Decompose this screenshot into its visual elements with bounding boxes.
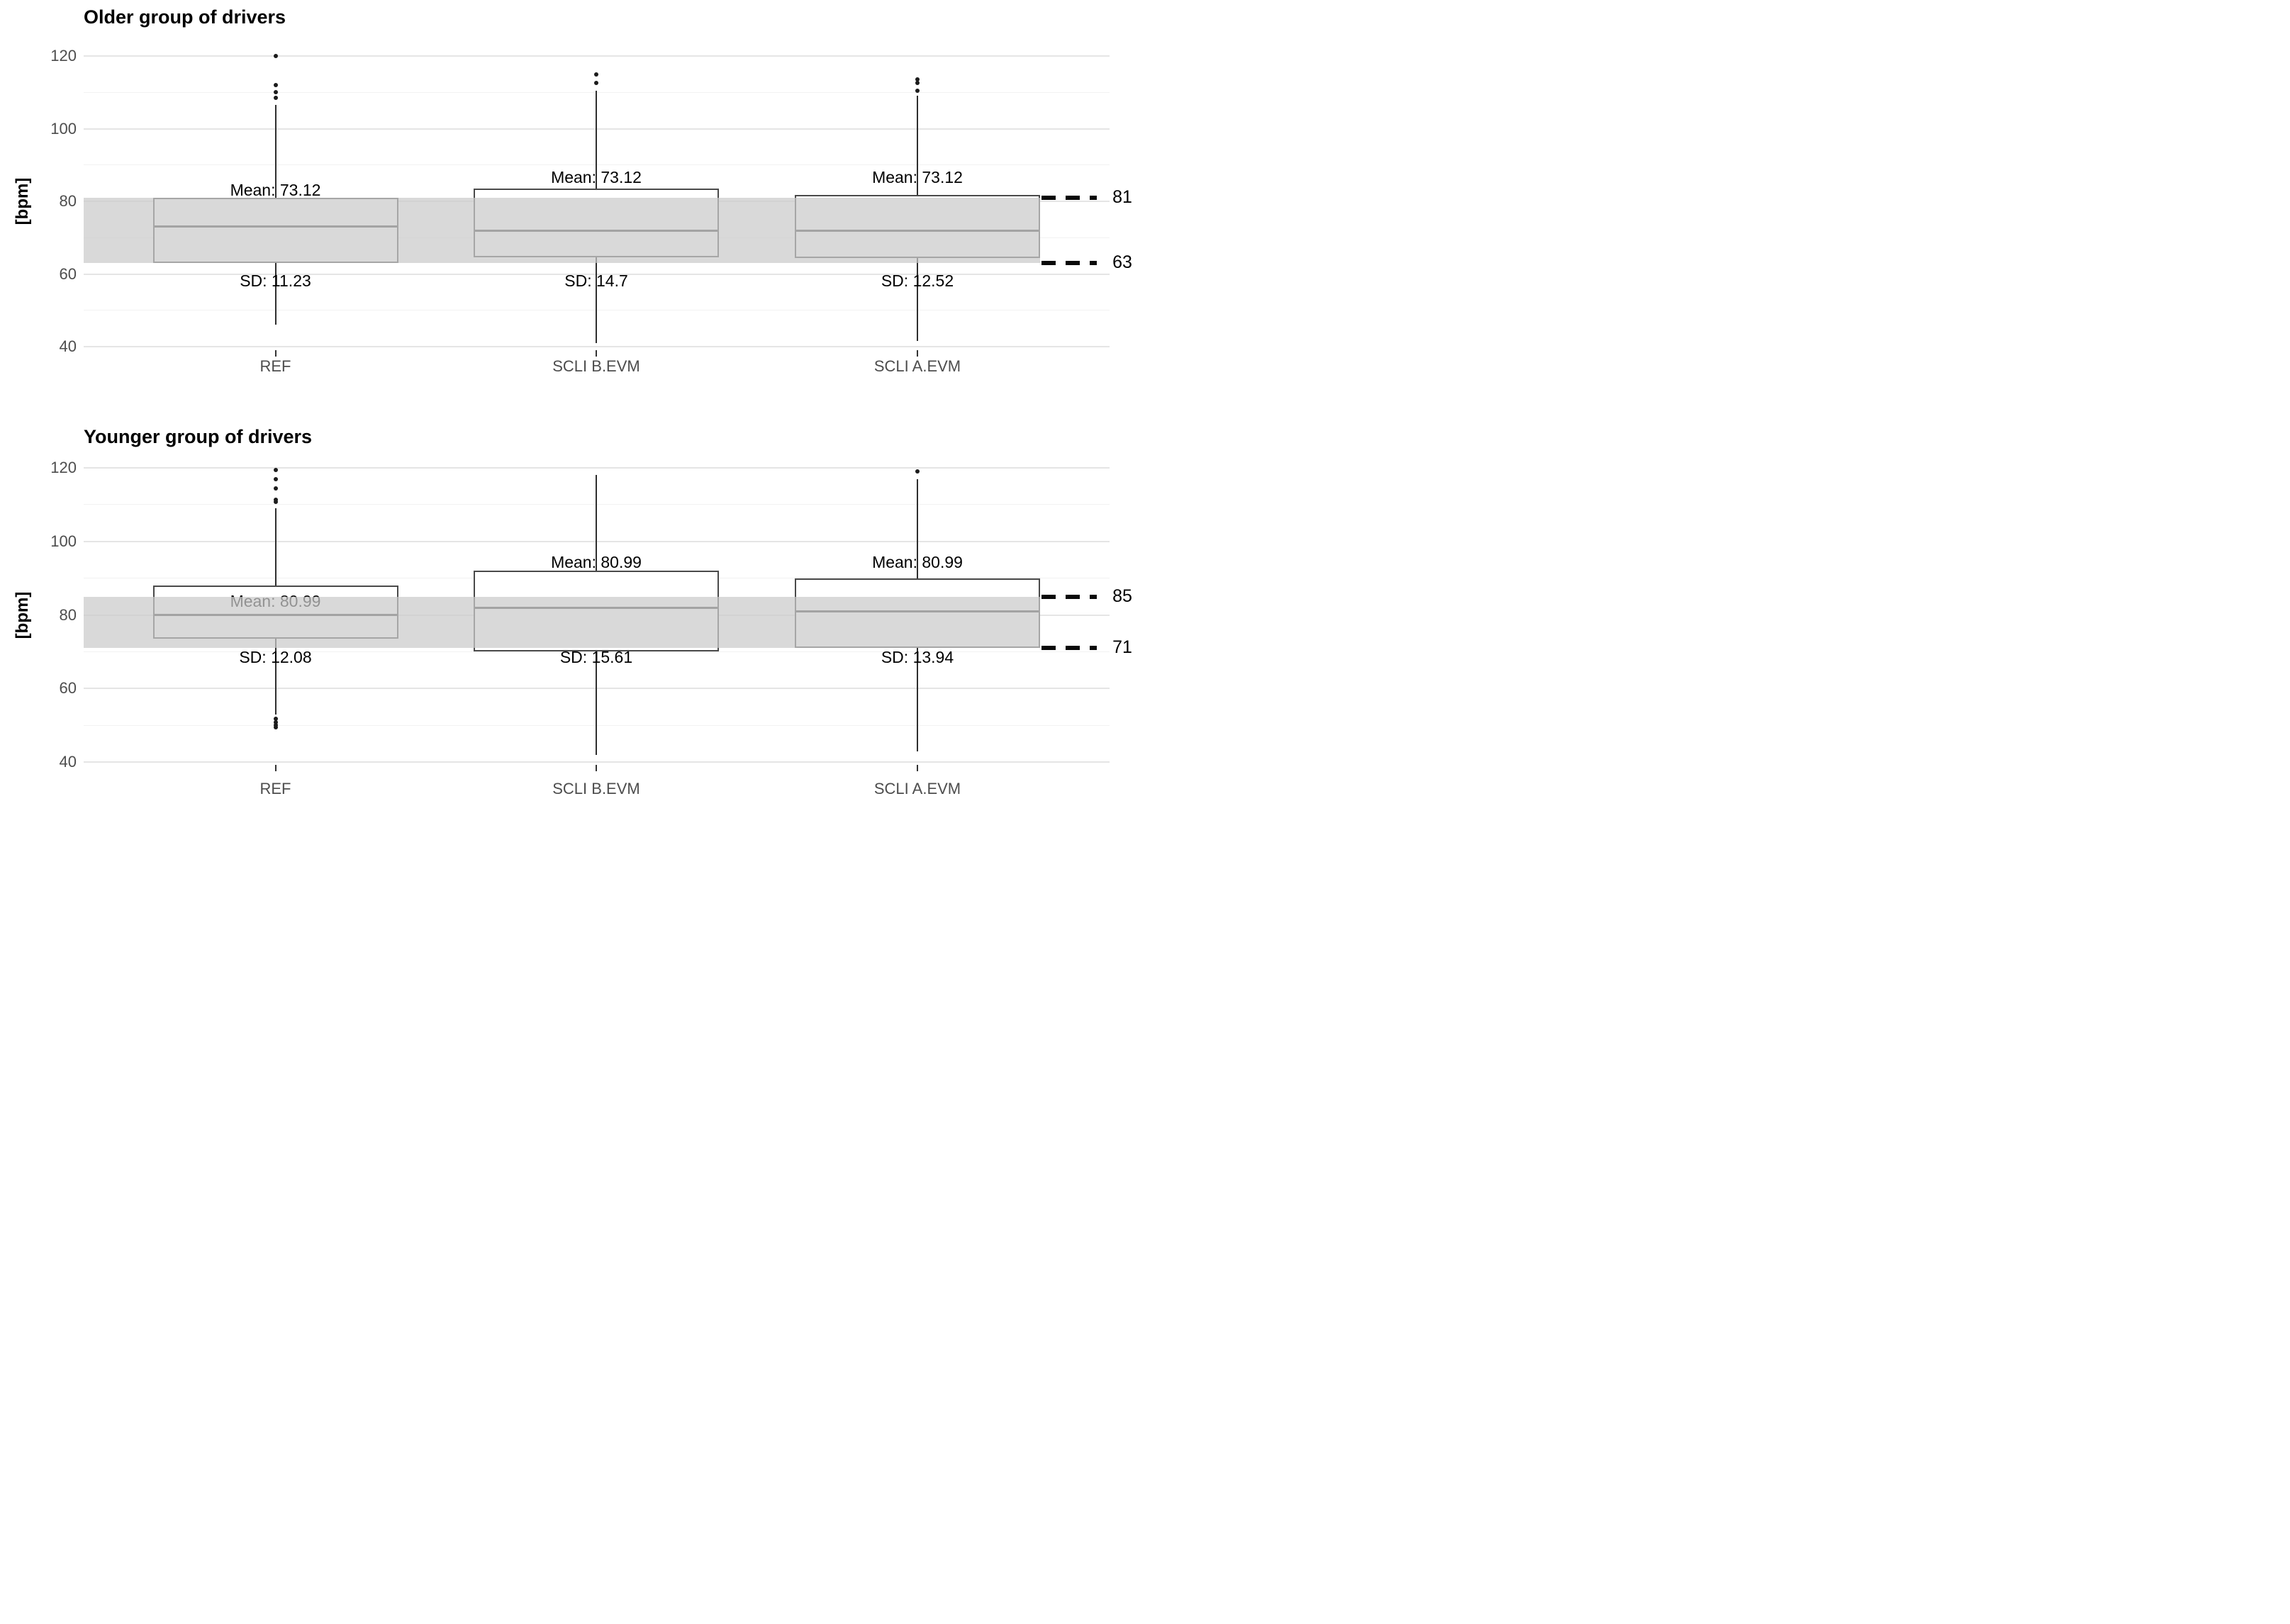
outlier-dot — [273, 720, 278, 725]
x-category-label: SCLI A.EVM — [873, 357, 961, 375]
y-tick-label: 60 — [59, 679, 77, 698]
reference-value-label: 63 — [1112, 252, 1132, 273]
chart-title: Older group of drivers — [84, 6, 286, 28]
x-category-label: REF — [259, 357, 291, 375]
reference-value-label: 71 — [1112, 637, 1132, 658]
younger-group-chart: Younger group of drivers [bpm] 40 60 80 100… — [0, 406, 1145, 812]
outlier-dot — [915, 77, 920, 82]
y-tick-label: 120 — [50, 459, 77, 476]
x-tick-mark — [274, 765, 277, 771]
y-tick-label: 40 — [59, 337, 77, 355]
y-tick-label: 80 — [59, 192, 77, 210]
outlier-dot — [915, 81, 920, 86]
mean-annotation: Mean: 73.12 — [872, 168, 963, 187]
plot-panel: 406080100120Mean: 80.998571Mean: 80.99Me… — [0, 406, 1145, 812]
x-category-label: SCLI A.EVM — [873, 780, 961, 797]
gridline-major — [84, 346, 1110, 347]
y-tick-label: 100 — [50, 532, 77, 550]
chart-title: Younger group of drivers — [84, 426, 313, 447]
y-tick-label: 100 — [50, 119, 77, 138]
normal-range-band — [84, 197, 1040, 264]
normal-range-band — [84, 596, 1040, 649]
gridline-major — [84, 467, 1110, 469]
reference-dashed-line — [1041, 646, 1097, 651]
x-tick-mark — [274, 350, 277, 357]
sd-annotation: SD: 11.23 — [240, 271, 311, 290]
outlier-dot — [273, 54, 278, 58]
x-tick-mark — [596, 350, 597, 357]
gridline-major — [84, 55, 1110, 57]
reference-dashed-line — [1041, 195, 1097, 200]
outlier-dot — [273, 467, 278, 472]
x-tick-mark — [596, 765, 597, 771]
outlier-dot — [273, 90, 278, 95]
outlier-dot — [273, 83, 278, 87]
y-tick-label: 120 — [50, 47, 77, 65]
gridline-major — [84, 761, 1110, 763]
y-tick-label: 80 — [59, 605, 77, 624]
mean-annotation: Mean: 80.99 — [872, 552, 963, 571]
mean-annotation: Mean: 73.12 — [551, 168, 642, 187]
sd-annotation: SD: 12.08 — [239, 648, 312, 667]
y-tick-label: 60 — [59, 264, 77, 283]
mean-annotation: Mean: 73.12 — [230, 180, 321, 199]
sd-annotation: SD: 12.52 — [881, 271, 954, 290]
x-category-label: REF — [259, 780, 291, 797]
reference-value-label: 85 — [1112, 586, 1132, 606]
sd-annotation: SD: 13.94 — [881, 648, 954, 667]
outlier-dot — [915, 469, 920, 474]
sd-annotation: SD: 15.61 — [559, 648, 633, 667]
reference-value-label: 81 — [1112, 186, 1132, 207]
figure-heart-rate-boxplots: Older group of drivers [bpm] 40 60 80 100 12… — [0, 0, 1145, 812]
outlier-dot — [273, 500, 278, 505]
reference-dashed-line — [1041, 594, 1097, 599]
outlier-dot — [273, 476, 278, 481]
outlier-dot — [594, 81, 598, 86]
x-category-label: SCLI B.EVM — [552, 357, 640, 375]
x-tick-mark — [917, 350, 918, 357]
outlier-dot — [273, 95, 278, 100]
outlier-dot — [273, 722, 278, 727]
plot-panel: 40 60 80 100 120 81 63 Mean: 73.12 Mean: 73.12 Me… — [0, 0, 1145, 406]
outlier-dot — [594, 72, 598, 77]
outlier-dot — [273, 486, 278, 491]
outlier-dot — [273, 497, 278, 502]
outlier-dot — [273, 725, 278, 730]
older-group-chart: Older group of drivers [bpm] 40 60 80 100 12… — [0, 0, 1145, 406]
sd-annotation: SD: 14.7 — [564, 271, 628, 290]
outlier-dot — [273, 717, 278, 722]
x-tick-mark — [917, 765, 918, 771]
outlier-dot — [915, 88, 920, 93]
reference-dashed-line — [1041, 261, 1097, 266]
x-category-label: SCLI B.EVM — [552, 780, 640, 797]
y-tick-label: 40 — [59, 753, 77, 771]
mean-annotation: Mean: 80.99 — [551, 552, 642, 571]
